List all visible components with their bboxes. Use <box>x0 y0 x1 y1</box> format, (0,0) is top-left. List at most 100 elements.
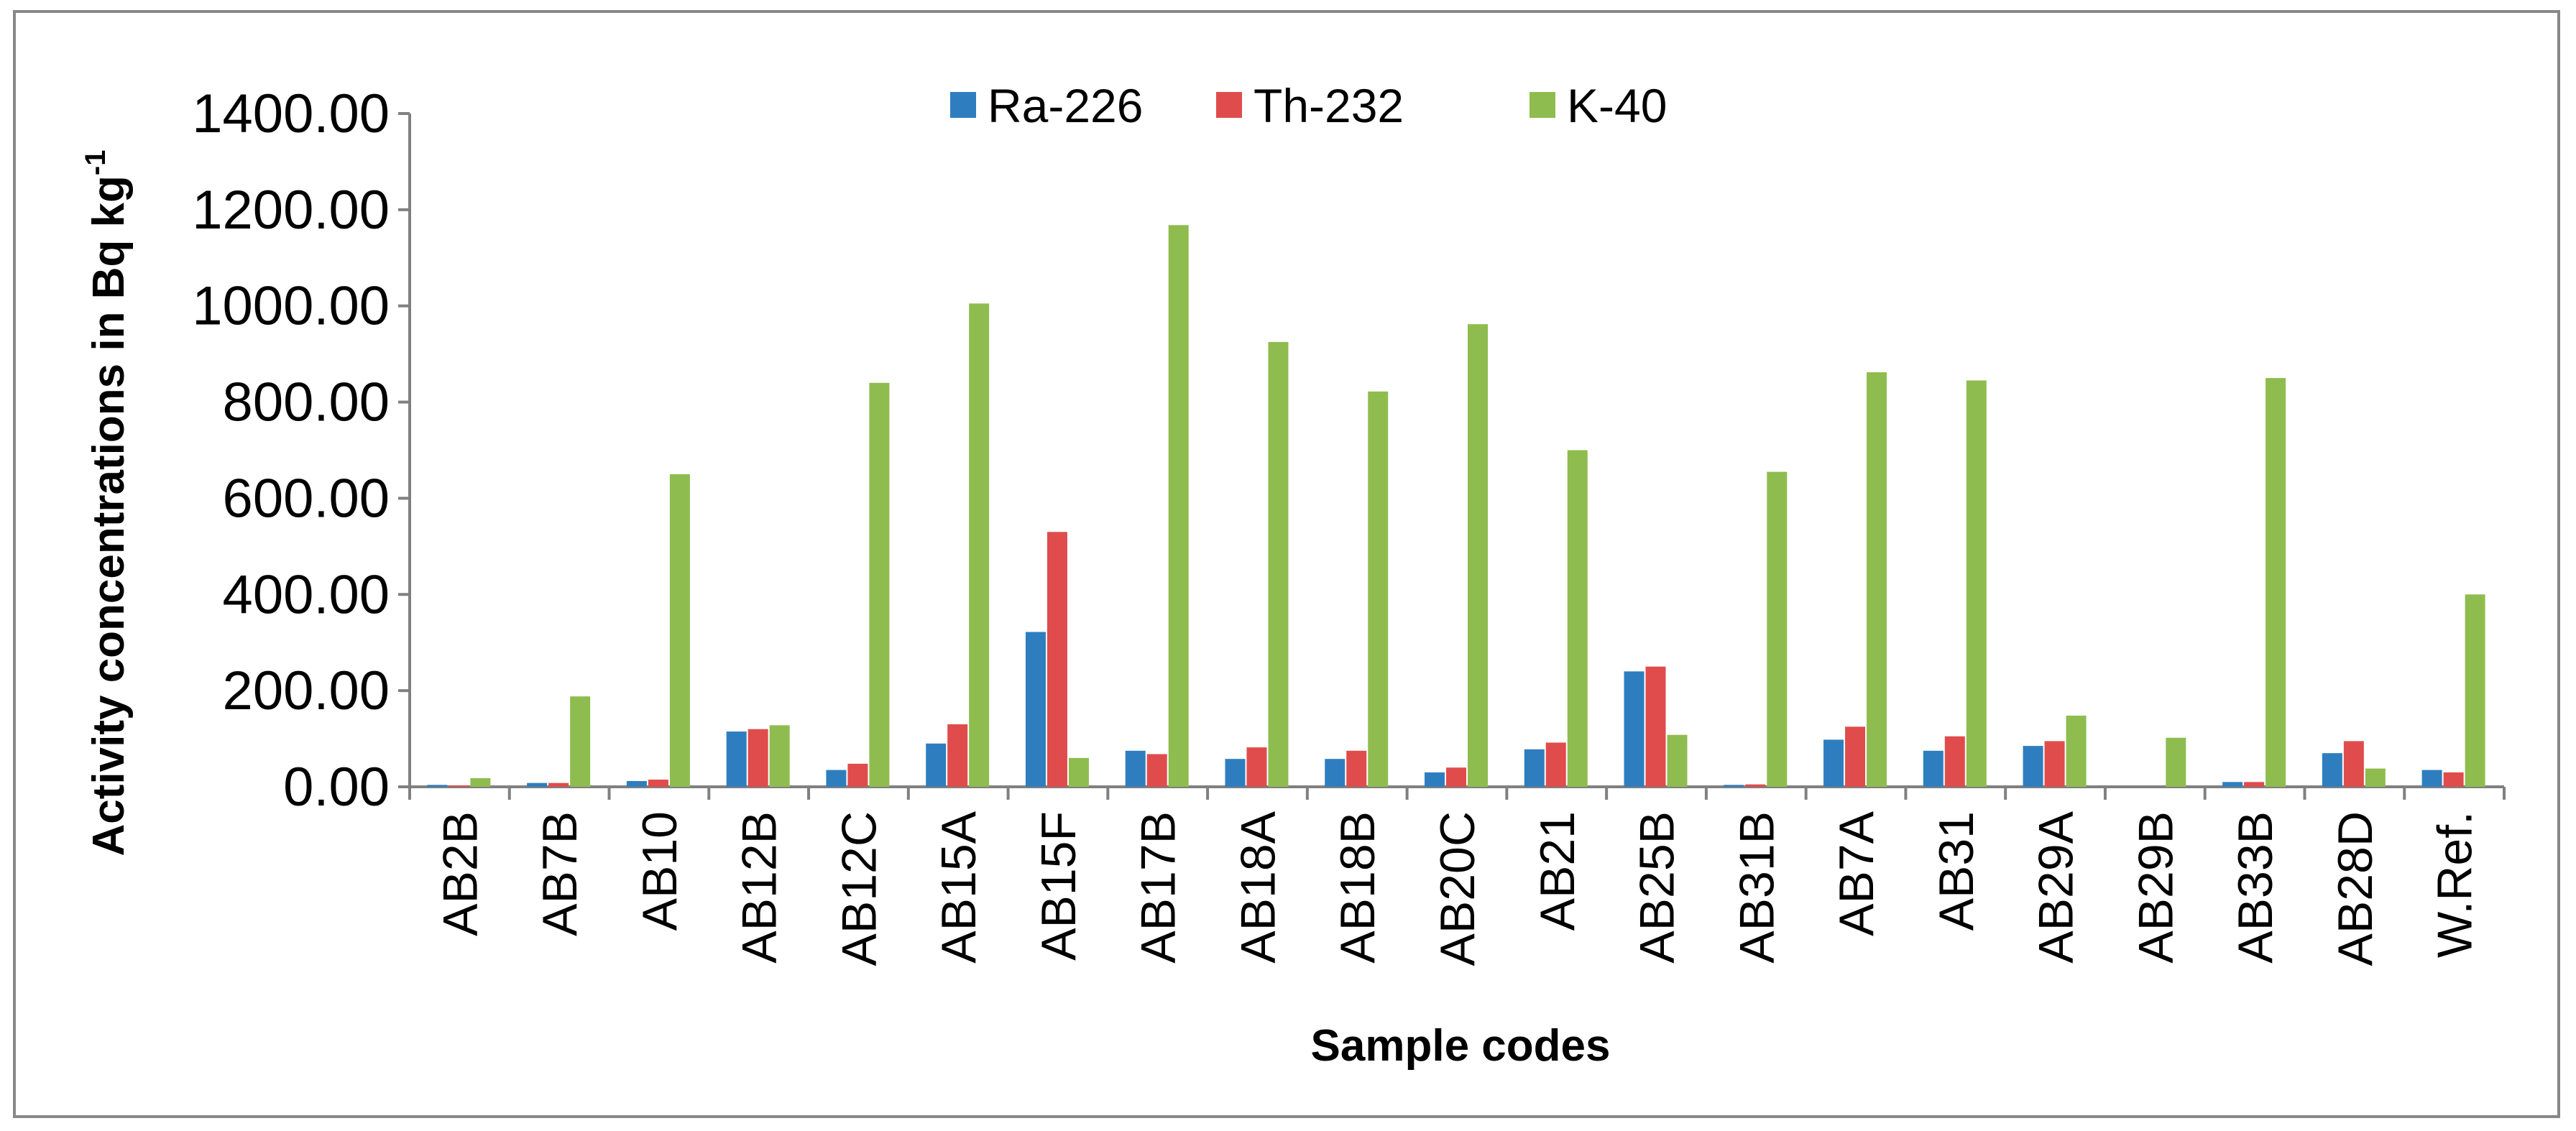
y-tick-label: 0.00 <box>283 757 390 818</box>
bar-ra-226-ab12b <box>726 731 747 787</box>
bar-k-40-ab29a <box>2066 715 2087 787</box>
legend-label-ra-226: Ra-226 <box>988 79 1143 132</box>
y-tick-label: 1000.00 <box>192 276 390 337</box>
bar-ra-226-ab33b <box>2222 782 2243 787</box>
bar-ra-226-ab31 <box>1923 750 1944 787</box>
bar-ra-226-ab7a <box>1823 739 1844 787</box>
legend-swatch-th-232 <box>1216 92 1242 118</box>
x-category-label: AB7B <box>533 811 587 936</box>
bar-th-232-ab33b <box>2244 782 2265 787</box>
bar-th-232-ab15f <box>1046 532 1067 787</box>
bar-th-232-ab18b <box>1346 750 1367 787</box>
bar-th-232-ab28d <box>2343 741 2364 787</box>
bar-th-232-ab7b <box>548 783 569 787</box>
bar-ra-226-ab15f <box>1025 632 1046 787</box>
y-axis-title-superscript: -1 <box>80 150 111 176</box>
bar-k-40-w-ref- <box>2465 594 2485 787</box>
bar-ra-226-ab28d <box>2322 753 2342 787</box>
x-category-label: AB15A <box>932 811 986 963</box>
bar-k-40-ab12b <box>769 725 790 787</box>
bar-k-40-ab15a <box>969 303 990 787</box>
bar-k-40-ab7b <box>570 696 591 787</box>
x-category-label: AB7A <box>1829 811 1884 936</box>
bar-ra-226-ab18a <box>1225 759 1246 787</box>
bar-ra-226-ab2b <box>427 785 448 787</box>
bar-th-232-ab20c <box>1446 767 1466 787</box>
bar-k-40-ab12c <box>869 382 890 787</box>
y-tick-label: 600.00 <box>223 468 390 529</box>
x-category-label: AB12C <box>832 811 886 966</box>
bar-k-40-ab31 <box>1966 380 1987 787</box>
bar-ra-226-ab12c <box>826 770 847 787</box>
bar-th-232-ab18a <box>1246 747 1267 787</box>
x-category-label: AB29A <box>2029 811 2084 963</box>
bar-th-232-ab17b <box>1146 754 1167 787</box>
bar-ra-226-ab31b <box>1724 785 1744 787</box>
bar-th-232-ab31b <box>1745 784 1766 787</box>
bar-th-232-ab12c <box>847 763 868 787</box>
bar-th-232-ab21 <box>1545 742 1566 787</box>
y-axis-title-text: Activity concentrations in Bq kg <box>84 175 134 856</box>
x-category-label: AB2B <box>433 811 487 936</box>
bar-k-40-ab15f <box>1068 757 1089 787</box>
y-tick-label: 1400.00 <box>192 83 390 144</box>
bar-th-232-ab15a <box>947 724 968 787</box>
bar-k-40-ab29b <box>2166 737 2186 787</box>
x-category-label: AB15F <box>1031 811 1086 961</box>
y-tick-label: 1200.00 <box>192 180 390 241</box>
y-axis-title: Activity concentrations in Bq kg-1 <box>80 150 134 857</box>
bar-th-232-ab25b <box>1645 666 1666 787</box>
bar-ra-226-ab7b <box>527 783 548 787</box>
bar-ra-226-ab29a <box>2023 746 2043 787</box>
y-tick-label: 200.00 <box>223 660 390 721</box>
bar-k-40-ab21 <box>1567 450 1588 787</box>
bar-th-232-w-ref- <box>2443 772 2464 787</box>
bar-k-40-ab33b <box>2266 378 2286 787</box>
bar-k-40-ab31b <box>1767 471 1788 787</box>
legend-swatch-k-40 <box>1530 92 1555 118</box>
bar-k-40-ab2b <box>470 777 491 787</box>
bar-ra-226-ab18b <box>1325 759 1346 787</box>
legend-swatch-ra-226 <box>950 92 976 118</box>
x-category-label: AB17B <box>1131 811 1186 964</box>
svg-text:Activity concentrations in Bq: Activity concentrations in Bq kg-1 <box>80 150 134 857</box>
x-category-label: AB18B <box>1330 811 1385 964</box>
x-category-label: AB31 <box>1929 811 1984 931</box>
x-category-label: AB20C <box>1430 811 1485 966</box>
bar-k-40-ab25b <box>1667 734 1688 787</box>
x-category-label: AB10 <box>632 811 687 931</box>
legend-label-th-232: Th-232 <box>1254 79 1404 132</box>
x-category-label: AB33B <box>2228 811 2283 964</box>
bar-ra-226-ab21 <box>1524 749 1545 787</box>
bar-k-40-ab17b <box>1168 225 1189 787</box>
x-category-label: AB12B <box>732 811 787 964</box>
x-category-label: AB25B <box>1630 811 1685 964</box>
y-tick-label: 400.00 <box>223 564 390 625</box>
bar-th-232-ab29a <box>2044 741 2065 787</box>
bar-k-40-ab28d <box>2365 768 2386 787</box>
x-category-label: W.Ref. <box>2428 811 2483 958</box>
bar-th-232-ab7a <box>1845 726 1866 787</box>
bar-th-232-ab2b <box>448 785 469 787</box>
bar-k-40-ab18b <box>1368 391 1389 787</box>
bar-ra-226-ab15a <box>926 743 947 787</box>
bar-th-232-ab10 <box>648 779 668 787</box>
x-category-label: AB31B <box>1729 811 1784 964</box>
bar-k-40-ab18a <box>1268 341 1289 787</box>
bar-k-40-ab7a <box>1867 372 1887 787</box>
bar-ra-226-ab25b <box>1624 671 1644 787</box>
legend-label-k-40: K-40 <box>1567 79 1667 132</box>
x-category-label: AB21 <box>1530 811 1585 931</box>
y-tick-label: 800.00 <box>223 372 390 433</box>
bar-k-40-ab10 <box>669 474 690 787</box>
bar-k-40-ab20c <box>1468 324 1488 787</box>
x-category-label: AB29B <box>2128 811 2183 964</box>
bar-ra-226-ab20c <box>1425 772 1445 787</box>
bar-ra-226-ab10 <box>626 780 647 787</box>
x-axis-title: Sample codes <box>1311 1021 1611 1071</box>
bar-th-232-ab31 <box>1944 736 1965 787</box>
x-category-label: AB28D <box>2328 811 2383 966</box>
bar-ra-226-ab17b <box>1125 750 1146 787</box>
bar-ra-226-w-ref- <box>2421 770 2442 787</box>
